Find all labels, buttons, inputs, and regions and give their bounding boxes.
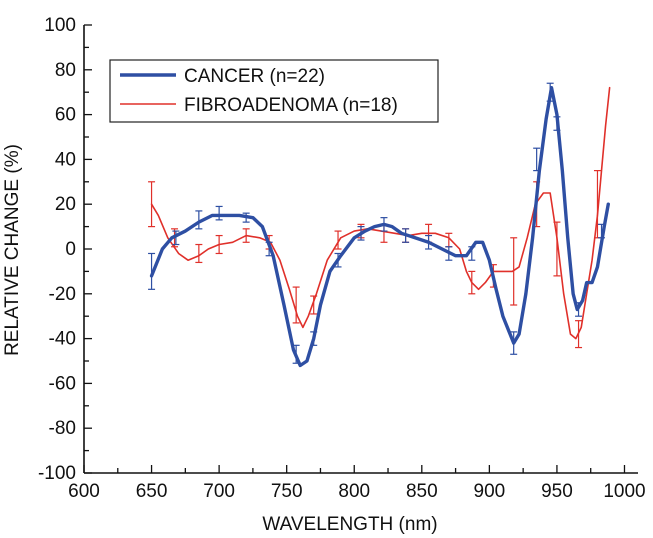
fibroadenoma-error-bar: [310, 295, 318, 315]
fibroadenoma-error-bar: [575, 320, 583, 349]
cancer-error-bar: [357, 226, 365, 241]
y-axis-ticks: -100 -80 -60 -40 -20 0 20 40 60 80 100: [38, 15, 92, 484]
legend-box: [109, 59, 439, 123]
y-tick-label: 20: [55, 194, 76, 215]
x-tick-label: 700: [203, 481, 235, 502]
cancer-error-bar: [575, 302, 583, 317]
fibroadenoma-error-bar: [468, 270, 476, 295]
cancer-error-bar: [468, 246, 476, 261]
fibroadenoma-error-bar: [148, 181, 156, 228]
legend: CANCER (n=22) FIBROADENOMA (n=18): [109, 59, 439, 123]
series-cancer: [148, 82, 610, 368]
y-tick-label: -80: [49, 418, 76, 439]
cancer-error-bar: [546, 82, 554, 102]
cancer-error-bar: [148, 252, 156, 290]
cancer-error-bar: [402, 228, 410, 243]
cancer-error-bar: [445, 246, 453, 261]
x-tick-label: 800: [338, 481, 370, 502]
x-tick-label: 950: [541, 481, 573, 502]
cancer-error-bar: [242, 212, 250, 223]
cancer-error-bar: [533, 147, 541, 172]
fibroadenoma-error-bar: [334, 230, 342, 250]
x-tick-label: 750: [271, 481, 303, 502]
y-tick-label: -60: [49, 373, 76, 394]
y-tick-label: 100: [44, 15, 76, 36]
fibroadenoma-error-bar: [510, 237, 518, 306]
fibroadenoma-line: [150, 86, 611, 340]
x-tick-label: 850: [406, 481, 438, 502]
y-axis-title: RELATIVE CHANGE (%): [2, 144, 23, 356]
y-tick-label: 40: [55, 149, 76, 170]
cancer-error-bar: [195, 210, 203, 230]
legend-label-fibroadenoma: FIBROADENOMA (n=18): [184, 95, 398, 116]
fibroadenoma-error-bar: [553, 221, 561, 277]
x-axis-ticks: 600 650 700 750 800 850 900 950 1000: [68, 465, 646, 502]
fibroadenoma-error-bar: [242, 228, 250, 243]
x-tick-label: 1000: [603, 481, 645, 502]
x-tick-label: 900: [474, 481, 506, 502]
y-tick-label: -20: [49, 284, 76, 305]
x-tick-label: 600: [68, 481, 100, 502]
cancer-error-bar: [292, 344, 300, 364]
cancer-error-bar: [598, 223, 606, 239]
y-tick-label: 0: [65, 239, 76, 260]
y-tick-label: -40: [49, 329, 76, 350]
fibroadenoma-error-bar: [292, 286, 300, 324]
y-tick-label: 60: [55, 105, 76, 126]
cancer-error-bar: [510, 331, 518, 355]
x-tick-label: 650: [136, 481, 168, 502]
fibroadenoma-error-bar: [195, 243, 203, 264]
y-tick-label: -100: [38, 463, 76, 484]
cancer-error-bar: [172, 230, 180, 246]
series-fibroadenoma: [148, 86, 611, 349]
x-axis-title: WAVELENGTH (nm): [262, 514, 437, 535]
fibroadenoma-error-bar: [215, 234, 223, 255]
y-tick-label: 80: [55, 60, 76, 81]
cancer-error-bar: [334, 252, 342, 268]
cancer-error-bar: [425, 234, 433, 250]
plot-series: [148, 82, 611, 368]
cancer-error-bar: [553, 116, 561, 131]
cancer-error-bar: [265, 241, 273, 257]
cancer-error-bar: [380, 217, 388, 232]
cancer-error-bar: [310, 331, 318, 346]
cancer-error-bar: [215, 205, 223, 221]
legend-label-cancer: CANCER (n=22): [184, 66, 325, 87]
